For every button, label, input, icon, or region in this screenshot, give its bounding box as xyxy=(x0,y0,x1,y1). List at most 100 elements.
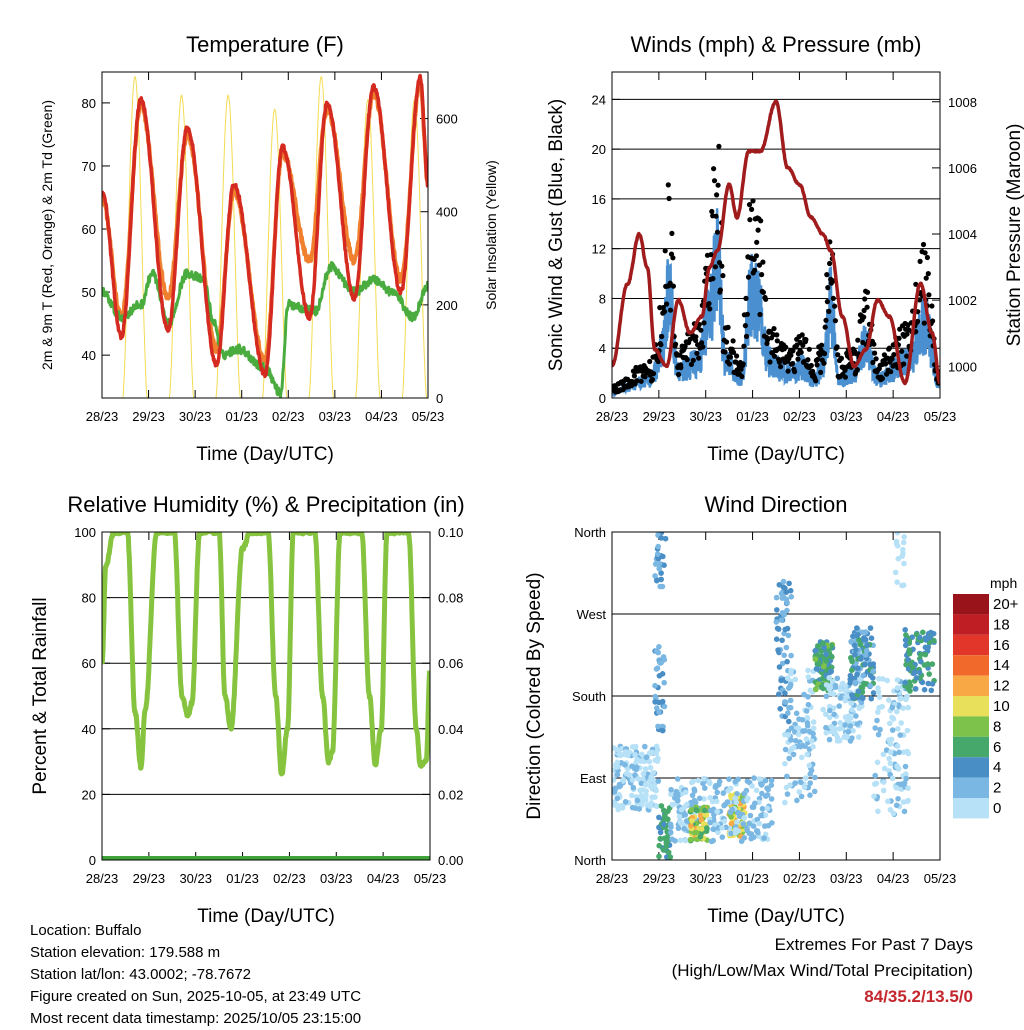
wind-direction-point xyxy=(895,702,902,708)
wind-direction-point xyxy=(749,783,755,789)
y2-tick-label: 1004 xyxy=(948,227,977,242)
wind-direction-point xyxy=(782,626,788,633)
wind-direction-point xyxy=(752,800,758,807)
gust-point xyxy=(650,371,657,377)
wind-direction-point xyxy=(710,837,716,844)
x-tick-label: 01/23 xyxy=(736,871,769,886)
wind-direction-point xyxy=(720,790,727,796)
x-tick-label: 29/23 xyxy=(133,871,166,886)
wind-direction-point xyxy=(741,815,748,821)
wind-direction-point xyxy=(732,830,739,836)
wind-direction-point xyxy=(751,775,757,781)
wind-direction-point xyxy=(905,704,911,711)
gust-point xyxy=(693,337,699,344)
wind-direction-point xyxy=(834,675,841,682)
x-tick-label: 03/23 xyxy=(319,409,352,424)
gust-point xyxy=(838,355,845,361)
wind-direction-point xyxy=(870,690,877,696)
gust-point xyxy=(716,143,722,149)
wind-direction-point xyxy=(642,766,649,772)
gust-point xyxy=(871,341,877,347)
gust-point xyxy=(790,348,796,354)
gust-point xyxy=(904,353,910,359)
gust-point xyxy=(664,301,670,307)
colorbar-label: 0 xyxy=(993,800,1001,817)
y-axis-label: Direction (Colored By Speed) xyxy=(524,572,545,819)
wind-direction-point xyxy=(818,684,825,690)
wind-direction-point xyxy=(654,758,661,764)
wind-direction-point xyxy=(823,693,830,700)
wind-direction-point xyxy=(893,541,900,547)
wind-direction-point xyxy=(887,720,893,727)
wind-direction-point xyxy=(895,764,901,771)
y-tick-label: 12 xyxy=(592,242,606,257)
wind-direction-point xyxy=(633,759,639,766)
colorbar-swatch xyxy=(953,757,989,778)
wind-direction-point xyxy=(665,849,672,856)
wind-direction-point xyxy=(896,749,902,756)
wind-direction-point xyxy=(889,714,895,721)
wind-direction-point xyxy=(661,835,668,842)
y2-tick-label: 0.02 xyxy=(438,787,463,802)
wind-direction-point xyxy=(773,619,780,625)
y-tick-label: 50 xyxy=(82,285,96,300)
gust-point xyxy=(795,356,801,362)
wind-direction-point xyxy=(656,814,662,821)
wind-direction-point xyxy=(922,644,929,651)
wind-direction-point xyxy=(704,825,710,831)
wind-direction-point xyxy=(906,647,913,653)
wind-direction-point xyxy=(775,626,782,632)
wind-direction-point xyxy=(805,701,812,708)
wind-direction-point xyxy=(663,840,669,846)
x-tick-label: 05/23 xyxy=(924,871,957,886)
wind-direction-point xyxy=(786,718,792,725)
wind-direction-point xyxy=(925,661,931,667)
gust-point xyxy=(827,260,833,267)
wind-direction-point xyxy=(647,803,653,810)
wind-direction-point xyxy=(795,725,801,731)
wind-direction-point xyxy=(661,703,668,710)
gust-point xyxy=(675,371,682,378)
wind-direction-point xyxy=(656,842,662,849)
wind-direction-point xyxy=(721,802,727,809)
wind-direction-point xyxy=(841,734,847,740)
x-axis-label: Time (Day/UTC) xyxy=(707,906,845,927)
wind-direction-point xyxy=(815,643,821,649)
gust-point xyxy=(832,303,838,309)
gust-point xyxy=(818,369,824,375)
wind-direction-point xyxy=(652,682,658,689)
wind-direction-point xyxy=(741,790,747,797)
wind-direction-point xyxy=(842,714,849,720)
gust-point xyxy=(826,308,832,314)
gust-point xyxy=(707,306,713,312)
wind-direction-point xyxy=(826,736,833,743)
wind-direction-point xyxy=(688,807,695,813)
wind-direction-point xyxy=(782,760,788,767)
gust-point xyxy=(699,340,705,346)
wind-direction-point xyxy=(668,829,674,836)
wind-direction-point xyxy=(762,812,769,818)
wind-direction-point xyxy=(777,706,783,712)
wind-direction-point xyxy=(787,697,794,704)
wind-direction-point xyxy=(710,826,716,832)
location-text: Location: Buffalo xyxy=(30,922,142,939)
wind-direction-point xyxy=(887,760,894,767)
y2-tick-label: 0.10 xyxy=(438,525,463,540)
gust-point xyxy=(696,355,702,361)
wind-direction-point xyxy=(652,561,659,567)
wind-direction-point xyxy=(622,762,628,768)
wind-direction-point xyxy=(857,641,864,648)
latlon-text: Station lat/lon: 43.0002; -78.7672 xyxy=(30,966,252,983)
wind-direction-point xyxy=(813,686,819,693)
wind-direction-point xyxy=(900,705,906,711)
y-axis-label: Percent & Total Rainfall xyxy=(30,597,51,794)
wind-direction-point xyxy=(657,659,663,666)
wind-direction-point xyxy=(900,582,907,588)
wind-direction-point xyxy=(854,625,860,631)
wind-direction-point xyxy=(728,830,734,837)
y-tick-label: 40 xyxy=(82,722,96,737)
wind-direction-point xyxy=(889,727,896,733)
colorbar-swatch xyxy=(953,696,989,717)
wind-direction-point xyxy=(902,763,909,770)
